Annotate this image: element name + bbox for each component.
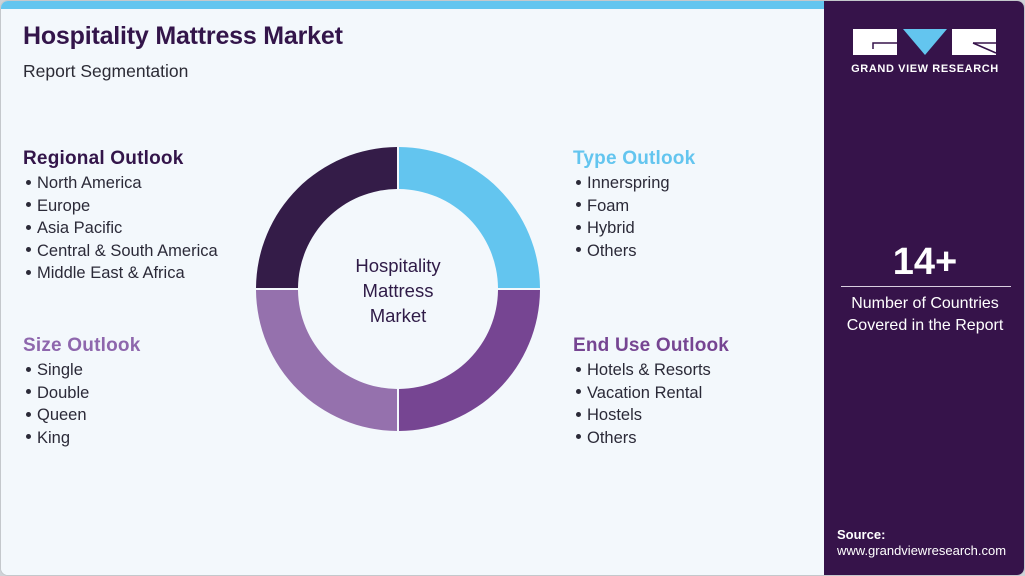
segment-title: Size Outlook: [23, 335, 141, 356]
list-item: Middle East & Africa: [23, 262, 218, 285]
top-accent-stripe: [1, 1, 824, 9]
segment-list: Innerspring Foam Hybrid Others: [573, 172, 695, 262]
bullet-icon: [26, 247, 31, 253]
bullet-icon: [26, 411, 31, 417]
stat-number: 14+: [892, 241, 958, 283]
grand-view-research-logo-icon: [853, 29, 996, 55]
bullet-icon: [576, 247, 581, 253]
bullet-icon: [26, 366, 31, 372]
page-title: Hospitality Mattress Market: [23, 22, 343, 50]
stat-label: Number of Countries Covered in the Repor…: [846, 295, 1004, 334]
list-item: Innerspring: [573, 172, 695, 195]
list-item: Hostels: [573, 404, 729, 427]
segment-title: End Use Outlook: [573, 335, 730, 356]
bullet-icon: [576, 202, 581, 208]
list-item: Single: [23, 359, 140, 382]
list-item: Others: [573, 240, 695, 263]
list-item: Double: [23, 382, 140, 405]
donut-segment-regional: [256, 147, 397, 288]
bullet-icon: [576, 366, 581, 372]
list-item: Hotels & Resorts: [573, 359, 729, 382]
bullet-icon: [26, 202, 31, 208]
list-item: King: [23, 427, 140, 450]
list-item: Others: [573, 427, 729, 450]
segment-type-outlook: Type Outlook Innerspring Foam Hybrid Oth…: [573, 148, 695, 262]
list-item: Asia Pacific: [23, 217, 218, 240]
source-label: Source:: [837, 527, 886, 542]
list-item: Queen: [23, 404, 140, 427]
donut-segment-type: [399, 147, 540, 288]
segment-list: Single Double Queen King: [23, 359, 140, 449]
main-panel: [1, 9, 824, 575]
segment-list: Hotels & Resorts Vacation Rental Hostels…: [573, 359, 729, 449]
stat-divider: [841, 286, 1011, 287]
list-item: Vacation Rental: [573, 382, 729, 405]
page-subtitle: Report Segmentation: [23, 61, 189, 81]
donut-segment-size: [256, 290, 397, 431]
bullet-icon: [576, 411, 581, 417]
segment-regional-outlook: Regional Outlook North America Europe As…: [23, 148, 218, 285]
bullet-icon: [576, 389, 581, 395]
source-url: www.grandviewresearch.com: [837, 543, 1007, 558]
bullet-icon: [26, 179, 31, 185]
donut-center-label: Hospitality Mattress Market: [355, 255, 441, 326]
list-item: Central & South America: [23, 240, 218, 263]
list-item: Europe: [23, 195, 218, 218]
bullet-icon: [576, 224, 581, 230]
donut-segment-end-use: [399, 290, 540, 431]
list-item: Foam: [573, 195, 695, 218]
sidebar: [824, 1, 1024, 575]
bullet-icon: [576, 179, 581, 185]
bullet-icon: [26, 270, 31, 276]
bullet-icon: [26, 224, 31, 230]
logo-text: GRAND VIEW RESEARCH: [851, 63, 999, 75]
bullet-icon: [26, 434, 31, 440]
segment-title: Type Outlook: [573, 148, 696, 169]
segment-title: Regional Outlook: [23, 148, 184, 169]
list-item: North America: [23, 172, 218, 195]
segment-list: North America Europe Asia Pacific Centra…: [23, 172, 218, 285]
bullet-icon: [576, 434, 581, 440]
segment-end-use-outlook: End Use Outlook Hotels & Resorts Vacatio…: [573, 335, 729, 449]
segment-size-outlook: Size Outlook Single Double Queen King: [23, 335, 140, 449]
segmentation-donut-chart: [256, 147, 540, 431]
bullet-icon: [26, 389, 31, 395]
list-item: Hybrid: [573, 217, 695, 240]
